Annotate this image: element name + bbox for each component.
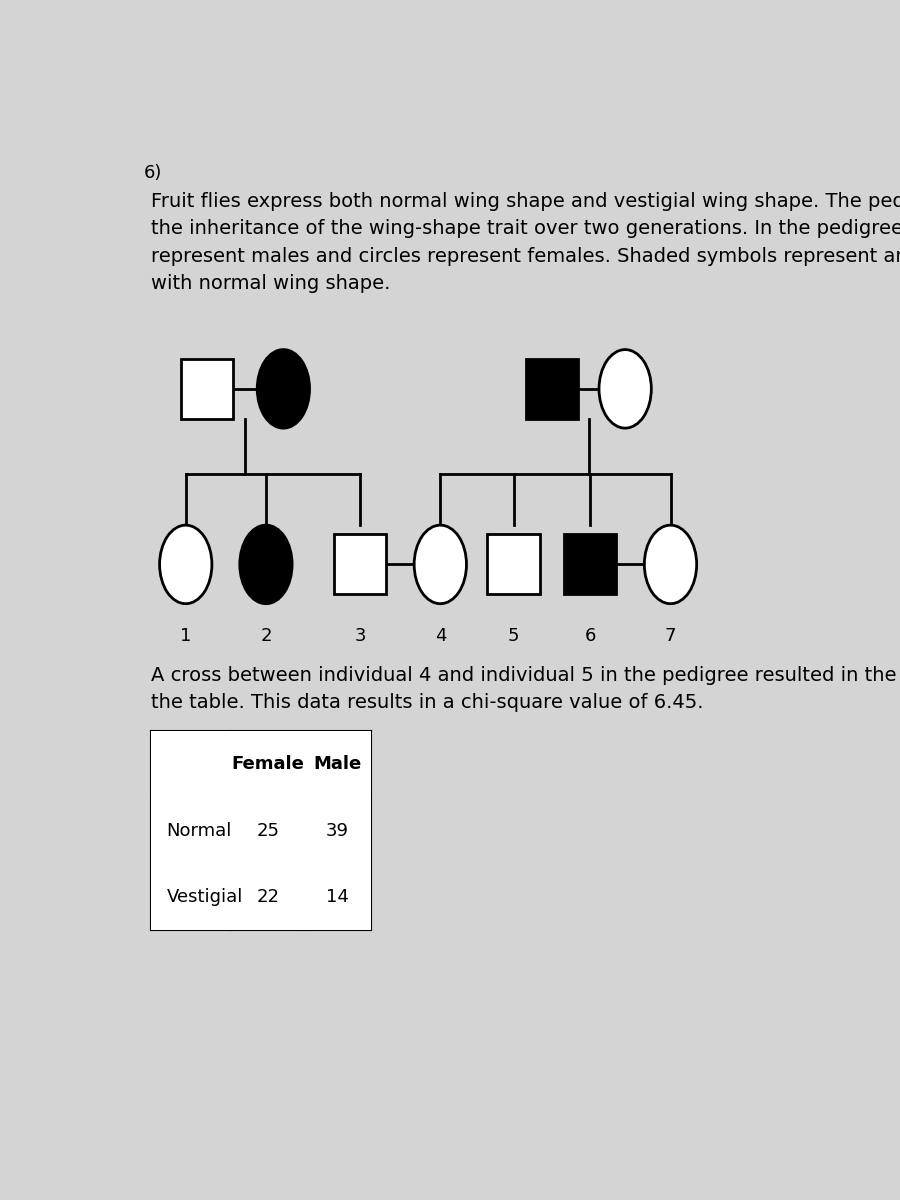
Text: 14: 14 [326, 888, 349, 906]
Ellipse shape [599, 349, 652, 428]
Bar [334, 534, 386, 594]
Text: 22: 22 [256, 888, 279, 906]
Text: A cross between individual 4 and individual 5 in the pedigree resulted in the da: A cross between individual 4 and individ… [151, 666, 900, 713]
Text: Female: Female [231, 755, 304, 773]
Text: Normal: Normal [166, 822, 232, 840]
Bar [526, 359, 578, 419]
Text: 7: 7 [665, 626, 676, 644]
Bar [151, 731, 371, 930]
Text: 1: 1 [180, 626, 192, 644]
Ellipse shape [239, 526, 292, 604]
Text: Male: Male [313, 755, 362, 773]
Text: Fruit flies express both normal wing shape and vestigial wing shape. The pedigre: Fruit flies express both normal wing sha… [151, 192, 900, 293]
Text: 2: 2 [260, 626, 272, 644]
Ellipse shape [414, 526, 466, 604]
Text: Vestigial: Vestigial [166, 888, 243, 906]
Ellipse shape [257, 349, 310, 428]
Text: 6): 6) [144, 164, 162, 182]
Text: 39: 39 [326, 822, 349, 840]
Text: 5: 5 [508, 626, 519, 644]
Bar [488, 534, 540, 594]
Ellipse shape [159, 526, 211, 604]
Bar [564, 534, 616, 594]
Ellipse shape [644, 526, 697, 604]
Text: 3: 3 [355, 626, 366, 644]
Text: 4: 4 [435, 626, 446, 644]
Text: 6: 6 [585, 626, 596, 644]
Text: 25: 25 [256, 822, 279, 840]
Bar [181, 359, 233, 419]
